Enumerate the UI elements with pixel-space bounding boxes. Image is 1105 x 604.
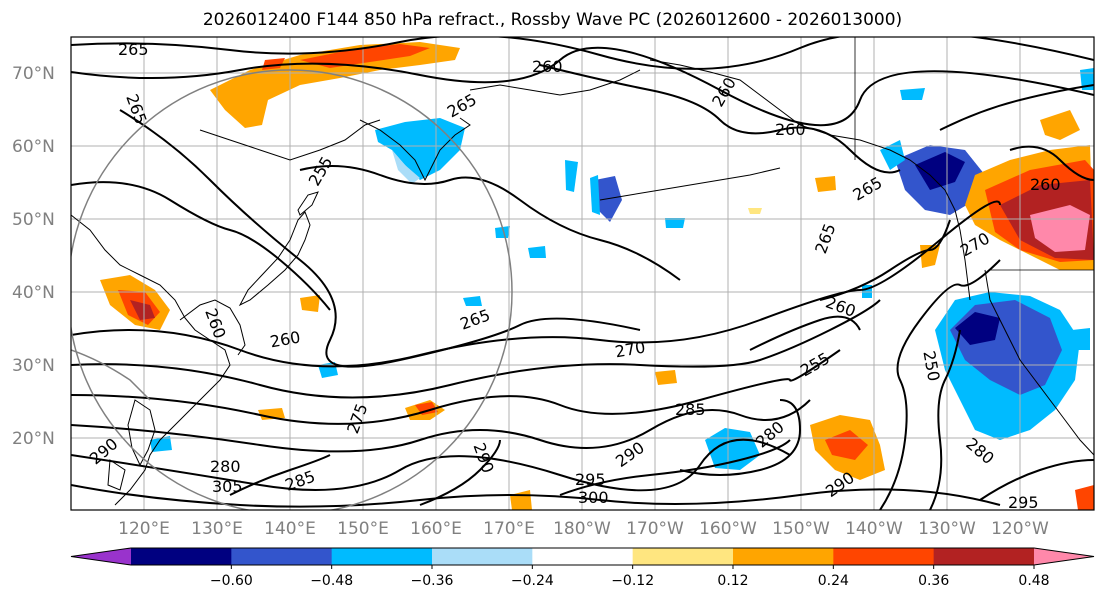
lon-label: 120°W — [991, 519, 1049, 539]
contour-label: 300 — [578, 488, 609, 507]
contour-label: 295 — [1008, 493, 1039, 512]
colorbar-outline — [70, 547, 1095, 566]
borders — [854, 37, 1094, 271]
map-content: 265 265 260 260 265 260 255 265 265 260 … — [71, 37, 1094, 512]
contour-label: 260 — [775, 120, 806, 139]
lon-label: 130°W — [918, 519, 976, 539]
contour-label: 280 — [210, 457, 241, 476]
colorbar-bin — [331, 548, 433, 565]
colorbar-tick-label: 0.12 — [717, 573, 748, 589]
lat-labels: 70°N 60°N 50°N 40°N 30°N 20°N — [12, 64, 55, 449]
colorbar-tick-label: 0.48 — [1018, 573, 1049, 589]
contour-label: 260 — [1030, 175, 1061, 194]
colorbar-bin — [432, 548, 533, 565]
colorbar-tick-label: 0.24 — [818, 573, 849, 589]
domain-circle — [71, 69, 513, 510]
lon-label: 130°E — [191, 519, 243, 539]
lon-label: 160°W — [699, 519, 757, 539]
colorbar-bin — [632, 548, 734, 565]
lon-label: 180°W — [553, 519, 611, 539]
colorbar-bin — [833, 548, 935, 565]
lat-label: 40°N — [12, 283, 55, 303]
lon-labels: 120°E 130°E 140°E 150°E 160°E 170°E 180°… — [118, 519, 1049, 539]
lat-label: 30°N — [12, 356, 55, 376]
contour-label: 265 — [118, 40, 149, 59]
contour-label: 285 — [675, 400, 706, 419]
contour-label: 295 — [575, 470, 606, 489]
colorbar-tick-label: −0.24 — [511, 573, 554, 589]
lon-label: 120°E — [118, 519, 170, 539]
colorbar: −0.60 −0.48 −0.36 −0.24 −0.12 0.12 0.24 0.36 0.4… — [70, 547, 1095, 589]
colorbar-bin — [532, 548, 634, 565]
colorbar-bin — [933, 548, 1035, 565]
lon-label: 150°W — [772, 519, 830, 539]
lon-label: 170°W — [626, 519, 684, 539]
colorbar-tick-label: −0.36 — [411, 573, 454, 589]
lat-label: 70°N — [12, 64, 55, 84]
lon-label: 160°E — [410, 519, 462, 539]
colorbar-extend-min — [71, 548, 131, 565]
anomaly-shading — [100, 42, 1094, 510]
colorbar-extend-max — [1034, 548, 1094, 565]
lat-label: 20°N — [12, 429, 55, 449]
colorbar-bin — [733, 548, 834, 565]
map-title: 2026012400 F144 850 hPa refract., Rossby… — [202, 10, 903, 30]
colorbar-tick-label: 0.36 — [918, 573, 949, 589]
lat-label: 50°N — [12, 210, 55, 230]
colorbar-bin — [131, 548, 232, 565]
colorbar-bin — [231, 548, 333, 565]
coastlines — [71, 59, 1094, 506]
colorbar-tick-label: −0.48 — [310, 573, 353, 589]
lon-label: 170°E — [483, 519, 535, 539]
lon-label: 140°W — [845, 519, 903, 539]
lon-label: 140°E — [264, 519, 316, 539]
colorbar-tick-label: −0.60 — [210, 573, 253, 589]
contour-label: 305 — [212, 477, 243, 496]
contour-label: 260 — [532, 57, 563, 76]
lat-label: 60°N — [12, 137, 55, 157]
graticule — [71, 37, 1094, 510]
map-border — [70, 36, 1095, 511]
colorbar-tick-label: −0.12 — [611, 573, 654, 589]
lon-label: 150°E — [337, 519, 389, 539]
